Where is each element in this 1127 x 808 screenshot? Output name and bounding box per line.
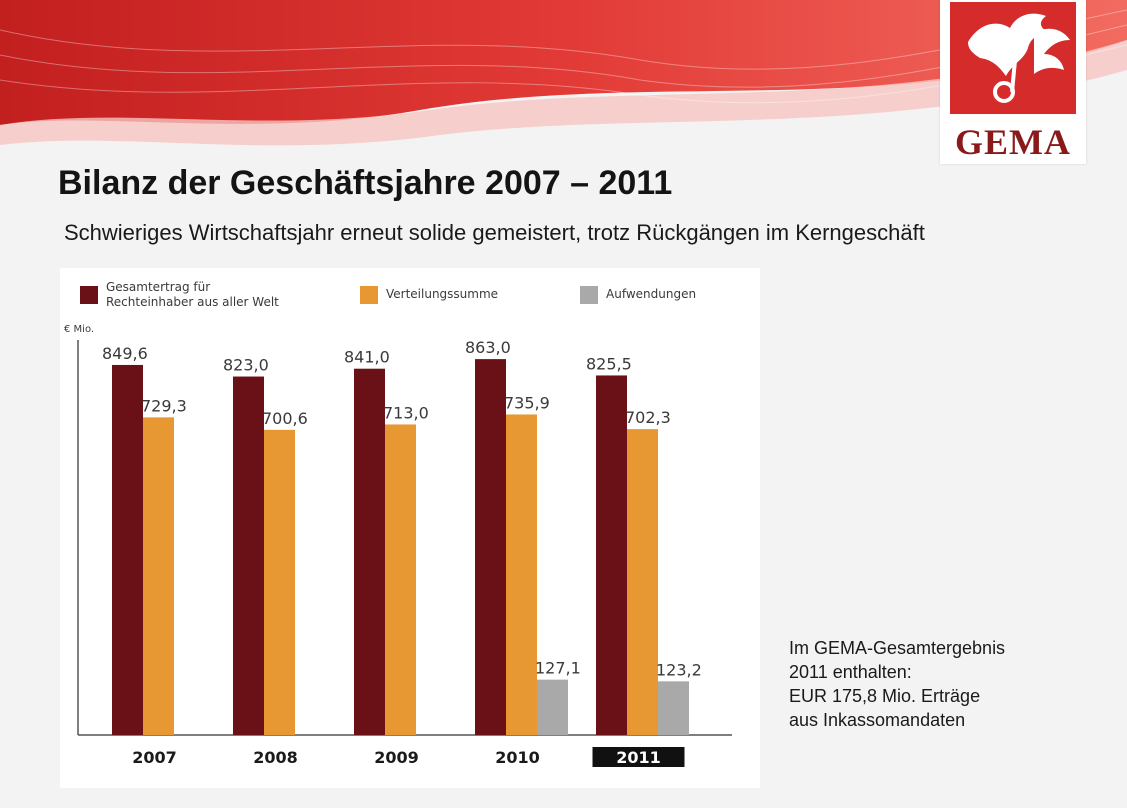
legend-label-aufwendungen: Aufwendungen <box>606 287 697 301</box>
data-label-verteilungssumme-2010: 735,9 <box>504 393 550 412</box>
data-label-gesamtertrag-2008: 823,0 <box>223 356 269 375</box>
bar-gesamtertrag-2010 <box>475 359 506 735</box>
legend-swatch-verteilungssumme <box>360 286 378 304</box>
data-label-gesamtertrag-2007: 849,6 <box>102 344 148 363</box>
page-subtitle: Schwieriges Wirtschaftsjahr erneut solid… <box>64 220 925 245</box>
legend-label-line: Gesamtertrag für <box>106 280 211 294</box>
bar-aufwendungen-2011 <box>658 681 689 735</box>
bar-verteilungssumme-2008 <box>264 429 295 735</box>
note-line: Im GEMA-Gesamtergebnis <box>789 638 1006 658</box>
data-label-verteilungssumme-2007: 729,3 <box>141 396 187 415</box>
note-line: EUR 175,8 Mio. Erträge <box>789 686 981 706</box>
bar-chart: € Mio. 849,6 729,3 2007 823,0 700,6 2008 841,0 7… <box>64 324 732 767</box>
data-label-verteilungssumme-2011: 702,3 <box>625 408 671 427</box>
data-label-gesamtertrag-2010: 863,0 <box>465 338 511 357</box>
data-label-verteilungssumme-2009: 713,0 <box>383 403 429 422</box>
x-tick-label-2007: 2007 <box>132 748 177 767</box>
data-label-gesamtertrag-2009: 841,0 <box>344 348 390 367</box>
bar-aufwendungen-2010 <box>537 679 568 735</box>
bar-verteilungssumme-2011 <box>627 429 658 735</box>
legend-swatch-gesamtertrag <box>80 286 98 304</box>
bar-gesamtertrag-2007 <box>112 364 143 735</box>
x-tick-label-2009: 2009 <box>374 748 419 767</box>
logo-text: GEMA <box>955 122 1071 162</box>
data-label-aufwendungen-2010: 127,1 <box>535 659 581 678</box>
gema-pegasus-icon <box>950 2 1076 114</box>
x-tick-label-2008: 2008 <box>253 748 298 767</box>
gema-logo: GEMA <box>940 0 1086 164</box>
bar-verteilungssumme-2009 <box>385 424 416 735</box>
page-title: Bilanz der Geschäftsjahre 2007 – 2011 <box>58 164 673 202</box>
bar-gesamtertrag-2009 <box>354 368 385 735</box>
data-label-verteilungssumme-2008: 700,6 <box>262 409 308 428</box>
bar-verteilungssumme-2007 <box>143 417 174 735</box>
bar-gesamtertrag-2011 <box>596 375 627 735</box>
legend-label-line: Rechteinhaber aus aller Welt <box>106 295 279 309</box>
bar-verteilungssumme-2010 <box>506 414 537 735</box>
highlight-year-background <box>592 747 685 767</box>
legend-swatch-aufwendungen <box>580 286 598 304</box>
x-tick-label-2011: 2011 <box>616 748 661 767</box>
note-text: Im GEMA-Gesamtergebnis 2011 enthalten: E… <box>789 636 1089 732</box>
note-line: aus Inkassomandaten <box>789 710 966 730</box>
x-tick-label-2010: 2010 <box>495 748 540 767</box>
y-axis-unit-label: € Mio. <box>64 324 94 335</box>
legend-label-gesamtertrag: Gesamtertrag für Rechteinhaber aus aller… <box>106 280 279 310</box>
data-label-gesamtertrag-2011: 825,5 <box>586 354 632 373</box>
chart-panel: Gesamtertrag für Rechteinhaber aus aller… <box>60 268 760 788</box>
note-line: 2011 enthalten: <box>789 662 912 682</box>
bar-gesamtertrag-2008 <box>233 376 264 735</box>
legend-label-verteilungssumme: Verteilungssumme <box>386 287 499 301</box>
data-label-aufwendungen-2011: 123,2 <box>656 660 702 679</box>
